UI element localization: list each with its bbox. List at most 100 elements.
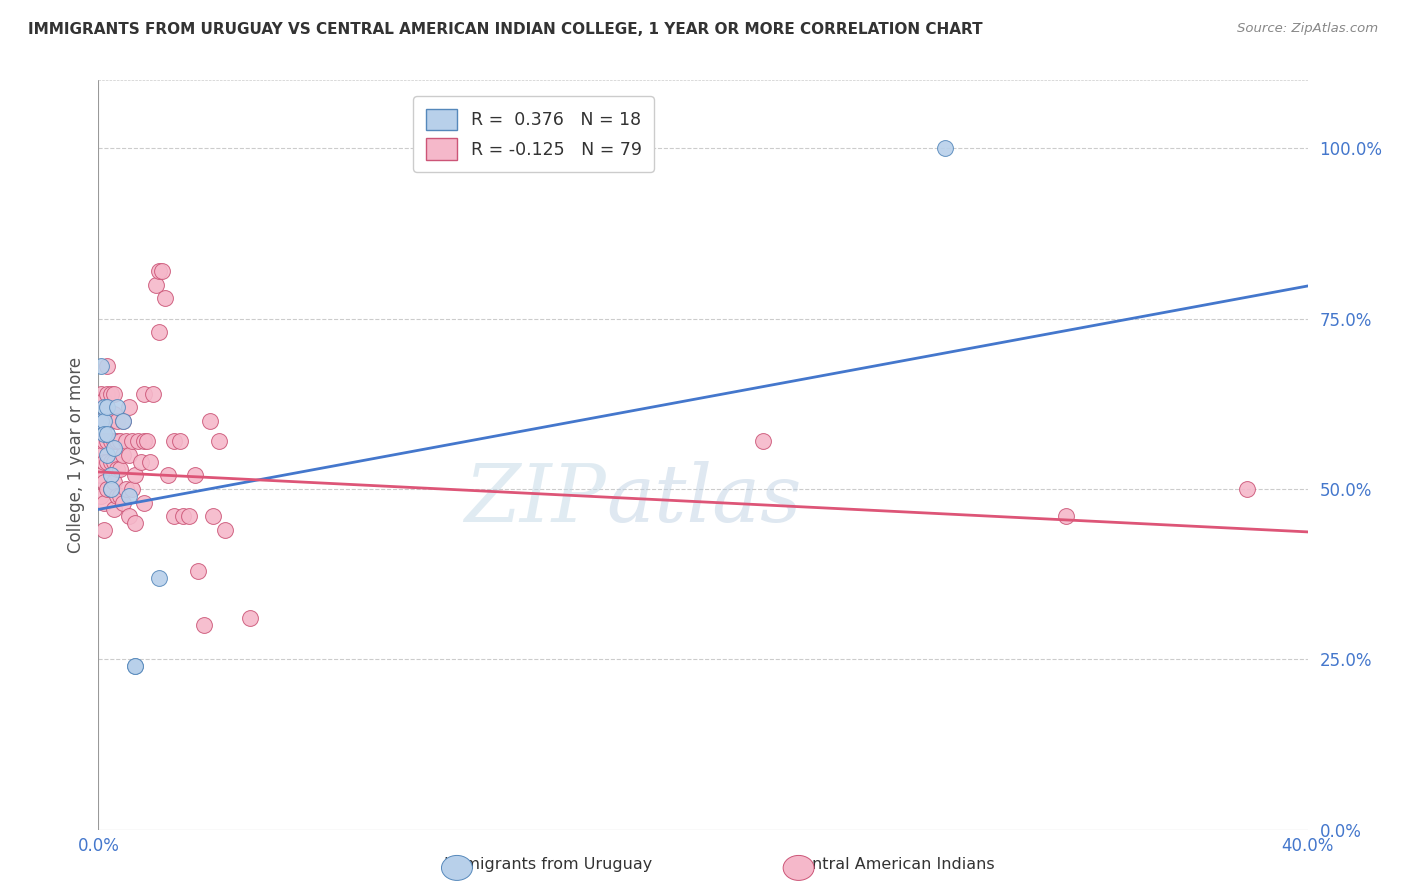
Text: IMMIGRANTS FROM URUGUAY VS CENTRAL AMERICAN INDIAN COLLEGE, 1 YEAR OR MORE CORRE: IMMIGRANTS FROM URUGUAY VS CENTRAL AMERI… xyxy=(28,22,983,37)
Point xyxy=(93,495,115,509)
Point xyxy=(187,564,209,578)
Point xyxy=(179,509,201,524)
Point xyxy=(156,468,179,483)
Point xyxy=(90,359,112,374)
Text: Immigrants from Uruguay: Immigrants from Uruguay xyxy=(444,857,652,872)
Point xyxy=(100,434,122,449)
Point xyxy=(214,523,236,537)
Y-axis label: College, 1 year or more: College, 1 year or more xyxy=(66,357,84,553)
Point xyxy=(139,455,162,469)
Point xyxy=(100,455,122,469)
Point xyxy=(93,455,115,469)
Point xyxy=(93,523,115,537)
Point xyxy=(111,414,134,428)
Legend: R =  0.376   N = 18, R = -0.125   N = 79: R = 0.376 N = 18, R = -0.125 N = 79 xyxy=(413,96,654,172)
Point xyxy=(96,434,118,449)
Point xyxy=(111,448,134,462)
Point xyxy=(100,414,122,428)
Point xyxy=(103,455,125,469)
Point xyxy=(103,502,125,516)
Point xyxy=(111,495,134,509)
Point xyxy=(132,495,155,509)
Point xyxy=(96,401,118,415)
Point xyxy=(148,570,170,584)
Point xyxy=(114,434,136,449)
Point xyxy=(118,489,141,503)
Point xyxy=(100,482,122,496)
Point xyxy=(96,482,118,496)
Point xyxy=(93,427,115,442)
Point xyxy=(129,455,152,469)
Point xyxy=(934,141,956,155)
Point xyxy=(108,461,131,475)
Point xyxy=(100,386,122,401)
Point xyxy=(118,509,141,524)
Point xyxy=(96,455,118,469)
Point xyxy=(96,414,118,428)
Point xyxy=(90,414,112,428)
Point xyxy=(127,434,149,449)
Point xyxy=(103,407,125,421)
Point xyxy=(103,475,125,490)
Point xyxy=(93,414,115,428)
Point xyxy=(103,441,125,455)
Point xyxy=(100,468,122,483)
Point xyxy=(145,277,167,292)
Point xyxy=(105,434,128,449)
Point xyxy=(118,448,141,462)
Text: atlas: atlas xyxy=(606,461,801,539)
Point xyxy=(96,448,118,462)
Point xyxy=(208,434,231,449)
Point xyxy=(239,611,262,625)
Point xyxy=(90,468,112,483)
Point xyxy=(105,461,128,475)
Point xyxy=(172,509,194,524)
Text: Central American Indians: Central American Indians xyxy=(792,857,994,872)
Point xyxy=(132,434,155,449)
Text: ZIP: ZIP xyxy=(464,461,606,539)
Point xyxy=(142,386,165,401)
Point xyxy=(1054,509,1077,524)
Text: Source: ZipAtlas.com: Source: ZipAtlas.com xyxy=(1237,22,1378,36)
Point xyxy=(105,489,128,503)
Point xyxy=(148,326,170,340)
Point xyxy=(135,434,157,449)
Point xyxy=(114,482,136,496)
Point xyxy=(93,401,115,415)
Point xyxy=(93,434,115,449)
Point xyxy=(103,386,125,401)
Point xyxy=(90,386,112,401)
Point xyxy=(124,516,146,530)
Point xyxy=(752,434,775,449)
Point xyxy=(93,393,115,408)
Point xyxy=(153,291,176,305)
Point xyxy=(118,401,141,415)
Point xyxy=(124,659,146,673)
Point xyxy=(163,434,186,449)
Point xyxy=(124,659,146,673)
Point xyxy=(111,414,134,428)
Point xyxy=(108,489,131,503)
Point xyxy=(1236,482,1258,496)
Point xyxy=(93,475,115,490)
Point xyxy=(202,509,225,524)
Point xyxy=(121,482,143,496)
Point xyxy=(184,468,207,483)
Point xyxy=(96,386,118,401)
Point xyxy=(100,482,122,496)
Point xyxy=(103,434,125,449)
Point xyxy=(200,414,222,428)
Point xyxy=(90,489,112,503)
Point xyxy=(96,427,118,442)
Point xyxy=(93,414,115,428)
Point xyxy=(193,618,215,632)
Point xyxy=(150,264,173,278)
Point xyxy=(105,414,128,428)
Point xyxy=(90,434,112,449)
Point xyxy=(124,468,146,483)
Point xyxy=(108,434,131,449)
Point xyxy=(96,359,118,374)
Point xyxy=(148,264,170,278)
Point xyxy=(105,401,128,415)
Point xyxy=(169,434,191,449)
